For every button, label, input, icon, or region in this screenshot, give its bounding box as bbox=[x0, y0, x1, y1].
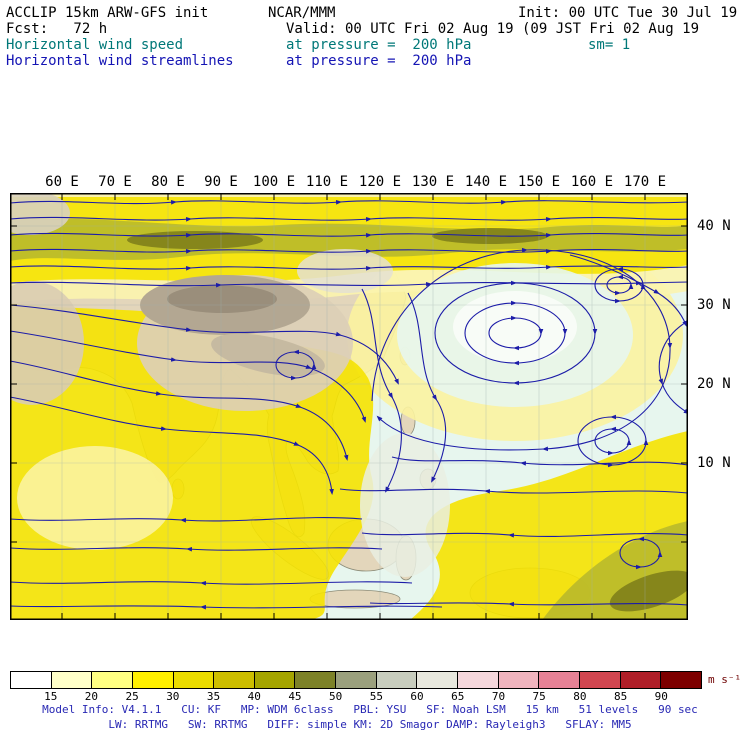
colorbar-swatch bbox=[498, 672, 540, 688]
colorbar-swatch bbox=[661, 672, 701, 688]
streamlines-layer bbox=[10, 199, 688, 610]
colorbar-swatch bbox=[51, 672, 93, 688]
colorbar-unit: m s⁻¹ bbox=[708, 673, 740, 686]
valid-time: Valid: 00 UTC Fri 02 Aug 19 (09 JST Fri … bbox=[286, 21, 700, 37]
colorbar-tick: 70 bbox=[491, 690, 506, 703]
colorbar-swatch bbox=[11, 672, 52, 688]
colorbar: 15 20 25 30 35 40 45 50 55 60 65 70 75 80 85 90 m s⁻¹ bbox=[10, 671, 740, 703]
colorbar-swatch bbox=[132, 672, 174, 688]
colorbar-tick: 75 bbox=[532, 690, 546, 703]
lon-label: 110 E bbox=[305, 174, 349, 190]
colorbar-swatch bbox=[92, 672, 133, 688]
colorbar-tick: 40 bbox=[247, 690, 261, 703]
colorbar-swatch bbox=[173, 672, 215, 688]
colorbar-tick: 85 bbox=[613, 690, 628, 703]
forecast-hour: Fcst: 72 h bbox=[6, 21, 108, 37]
colorbar-tick: 55 bbox=[369, 690, 383, 703]
colorbar-swatch bbox=[539, 672, 580, 688]
center-name: NCAR/MMM bbox=[268, 5, 336, 21]
lon-label: 60 E bbox=[45, 174, 79, 190]
model-info-line1: Model Info: V4.1.1 CU: KF MP: WDM 6class… bbox=[42, 703, 698, 716]
colorbar-swatch bbox=[336, 672, 377, 688]
map-plot bbox=[10, 193, 688, 620]
field1-level: at pressure = 200 hPa bbox=[286, 37, 472, 53]
lon-label: 130 E bbox=[411, 174, 455, 190]
colorbar-ticks: 15 20 25 30 35 40 45 50 55 60 65 70 75 80 85 90 bbox=[10, 689, 702, 703]
field2-name: Horizontal wind streamlines bbox=[6, 53, 234, 69]
colorbar-tick: 50 bbox=[329, 690, 343, 703]
lon-label: 100 E bbox=[252, 174, 296, 190]
colorbar-tick: 80 bbox=[573, 690, 587, 703]
lon-label: 150 E bbox=[517, 174, 561, 190]
smoothing-label: sm= 1 bbox=[588, 37, 631, 53]
lon-label: 120 E bbox=[358, 174, 402, 190]
lon-label: 90 E bbox=[204, 174, 238, 190]
colorbar-tick: 20 bbox=[84, 690, 99, 703]
field1-name: Horizontal wind speed bbox=[6, 37, 184, 53]
colorbar-swatch bbox=[417, 672, 459, 688]
colorbar-tick: 25 bbox=[125, 690, 139, 703]
lon-label: 70 E bbox=[98, 174, 132, 190]
field2-level: at pressure = 200 hPa bbox=[286, 53, 472, 69]
colorbar-swatch bbox=[458, 672, 499, 688]
colorbar-tick: 30 bbox=[166, 690, 180, 703]
colorbar-swatch bbox=[620, 672, 662, 688]
init-time: Init: 00 UTC Tue 30 Jul 19 bbox=[518, 5, 738, 21]
lon-label: 80 E bbox=[151, 174, 185, 190]
colorbar-swatch bbox=[254, 672, 296, 688]
colorbar-swatch bbox=[579, 672, 621, 688]
lat-label: 10 N bbox=[697, 455, 731, 471]
colorbar-tick: 65 bbox=[451, 690, 465, 703]
map-container bbox=[10, 193, 688, 620]
lat-label: 20 N bbox=[697, 376, 731, 392]
lon-label: 170 E bbox=[623, 174, 667, 190]
axis-ticks bbox=[10, 193, 688, 620]
colorbar-tick: 45 bbox=[288, 690, 302, 703]
lon-label: 140 E bbox=[464, 174, 508, 190]
lon-label: 160 E bbox=[570, 174, 614, 190]
colorbar-tick: 15 bbox=[44, 690, 58, 703]
colorbar-tick: 90 bbox=[654, 690, 668, 703]
colorbar-swatches bbox=[10, 671, 702, 689]
lat-label: 40 N bbox=[697, 218, 731, 234]
colorbar-swatch bbox=[376, 672, 418, 688]
colorbar-swatch bbox=[214, 672, 255, 688]
model-info-line2: LW: RRTMG SW: RRTMG DIFF: simple KM: 2D … bbox=[108, 718, 632, 731]
model-title: ACCLIP 15km ARW-GFS init bbox=[6, 5, 209, 21]
map-frame bbox=[10, 193, 688, 620]
colorbar-swatch bbox=[295, 672, 337, 688]
colorbar-tick: 35 bbox=[206, 690, 221, 703]
right-axis: 40 N 30 N 20 N 10 N bbox=[690, 193, 740, 620]
top-axis: 60 E 70 E 80 E 90 E 100 E 110 E 120 E 130 E 140 … bbox=[10, 174, 688, 191]
colorbar-tick: 60 bbox=[410, 690, 424, 703]
lat-label: 30 N bbox=[697, 297, 731, 313]
